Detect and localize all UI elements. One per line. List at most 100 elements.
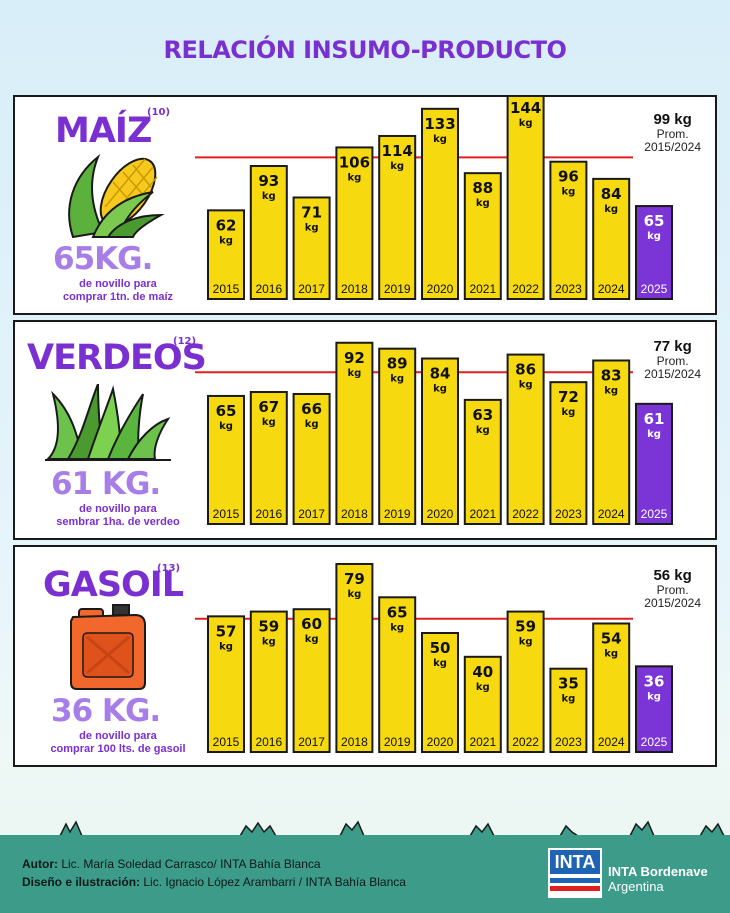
average-block: 99 kg Prom. 2015/2024 [644,111,701,154]
average-value: 56 kg [653,567,692,584]
year-label: 2024 [598,735,625,749]
unit-label: kg [305,634,319,645]
unit-label: kg [305,419,319,430]
corn-icon [68,153,165,239]
panel-info: MAÍZ (10) 65KG. de novillo para comprar … [15,97,205,313]
bar-2021 [463,398,502,525]
unit-label: kg [561,187,575,198]
year-label: 2016 [255,735,282,749]
unit-label: kg [262,637,276,648]
ratio-desc-1: de novillo para [79,730,157,742]
org-name-line1: INTA Bordenave [608,864,708,879]
category-name: GASOIL [43,565,184,605]
year-label: 2022 [512,507,539,521]
bar-2015 [207,394,245,525]
year-label: 2023 [555,282,582,296]
bar-2018 [335,562,374,754]
grass-icon [45,384,171,461]
value-label: 61 [644,410,665,428]
unit-label: kg [347,368,361,379]
bar-2017 [292,196,331,300]
author-name: Lic. María Soledad Carrasco/ INTA Bahía … [58,857,321,871]
year-label: 2021 [469,735,496,749]
unit-label: kg [647,429,661,440]
value-label: 57 [216,622,237,640]
unit-label: kg [262,191,276,202]
value-label: 106 [339,153,370,171]
panel-maiz: MAÍZ (10) 65KG. de novillo para comprar … [13,95,717,315]
year-label: 2024 [598,507,625,521]
panel-info: GASOIL (13) 36 KG. de novillo para compr… [15,547,205,765]
year-label: 2019 [384,282,411,296]
year-label: 2018 [341,507,368,521]
year-label: 2023 [555,735,582,749]
year-label: 2020 [427,282,454,296]
year-label: 2015 [213,735,240,749]
unit-label: kg [476,682,490,693]
year-label: 2020 [427,735,454,749]
unit-label: kg [647,231,661,242]
bar-2025 [635,205,673,300]
year-label: 2022 [512,282,539,296]
value-label: 65 [216,402,237,420]
bar-2022 [506,353,545,525]
average-value: 99 kg [653,111,692,128]
ratio-desc-1: de novillo para [79,503,157,515]
unit-label: kg [433,384,447,395]
value-label: 133 [424,115,455,133]
value-label: 66 [301,400,322,418]
bar-2017 [292,608,331,754]
bar-2020 [421,357,459,525]
year-label: 2023 [555,507,582,521]
panel-verdeos: VERDEOS (12) 61 KG. de novillo para semb… [13,320,717,540]
unit-label: kg [476,198,490,209]
page-title: RELACIÓN INSUMO-PRODUCTO [163,36,567,64]
value-label: 86 [515,361,536,379]
ratio-desc-1: de novillo para [79,278,157,290]
bar-2022 [506,610,545,753]
ratio-value: 36 KG. [51,693,161,729]
value-label: 114 [382,142,413,160]
year-label: 2019 [384,507,411,521]
footnote-ref: (10) [147,107,171,118]
value-label: 35 [558,675,579,693]
value-label: 54 [601,629,622,647]
unit-label: kg [219,421,233,432]
year-label: 2025 [641,507,668,521]
value-label: 50 [430,639,451,657]
bar-chart-maiz: 62kg201593kg201671kg2017106kg2018114kg20… [195,97,673,301]
value-label: 92 [344,349,365,367]
average-period: 2015/2024 [644,367,701,381]
value-label: 72 [558,388,579,406]
unit-label: kg [519,118,533,129]
value-label: 62 [216,216,237,234]
value-label: 83 [601,366,622,384]
value-label: 65 [644,212,665,230]
unit-label: kg [604,204,618,215]
average-label: Prom. [656,127,689,141]
unit-label: kg [604,648,618,659]
unit-label: kg [262,417,276,428]
value-label: 59 [258,618,279,636]
bar-2016 [249,610,288,753]
fuel-can-icon [70,604,146,690]
value-label: 67 [258,398,279,416]
value-label: 89 [387,355,408,373]
bar-2024 [592,177,631,300]
panel-gasoil: GASOIL (13) 36 KG. de novillo para compr… [13,545,717,767]
footer-band [0,835,730,913]
year-label: 2021 [469,282,496,296]
value-label: 88 [472,179,493,197]
unit-label: kg [390,374,404,385]
unit-label: kg [347,589,361,600]
unit-label: kg [390,622,404,633]
bar-2019 [378,347,417,526]
bar-2025 [635,665,673,753]
author-label: Autor: [22,857,58,871]
bar-2015 [207,615,245,753]
average-label: Prom. [656,583,689,597]
year-label: 2025 [641,282,668,296]
year-label: 2017 [298,507,325,521]
bar-2019 [378,134,417,301]
unit-label: kg [390,161,404,172]
